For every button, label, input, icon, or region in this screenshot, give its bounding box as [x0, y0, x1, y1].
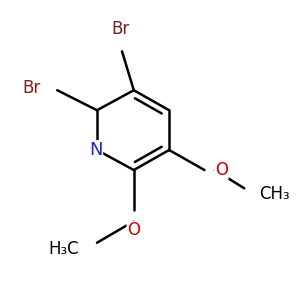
- Text: O: O: [215, 161, 228, 179]
- Text: H₃C: H₃C: [49, 240, 79, 258]
- Text: Br: Br: [23, 79, 41, 97]
- Text: Br: Br: [111, 20, 130, 38]
- Text: N: N: [89, 141, 102, 159]
- Text: O: O: [127, 221, 140, 239]
- Text: CH₃: CH₃: [259, 185, 290, 203]
